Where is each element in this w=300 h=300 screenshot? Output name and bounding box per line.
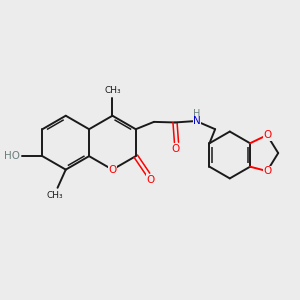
Text: N: N: [193, 116, 201, 126]
Text: O: O: [171, 144, 179, 154]
Text: O: O: [263, 130, 272, 140]
Text: CH₃: CH₃: [104, 86, 121, 95]
Text: H: H: [193, 109, 201, 119]
Text: O: O: [108, 165, 117, 175]
Text: O: O: [146, 175, 154, 184]
Text: O: O: [263, 166, 272, 176]
Text: HO: HO: [4, 151, 20, 160]
Text: CH₃: CH₃: [47, 191, 64, 200]
